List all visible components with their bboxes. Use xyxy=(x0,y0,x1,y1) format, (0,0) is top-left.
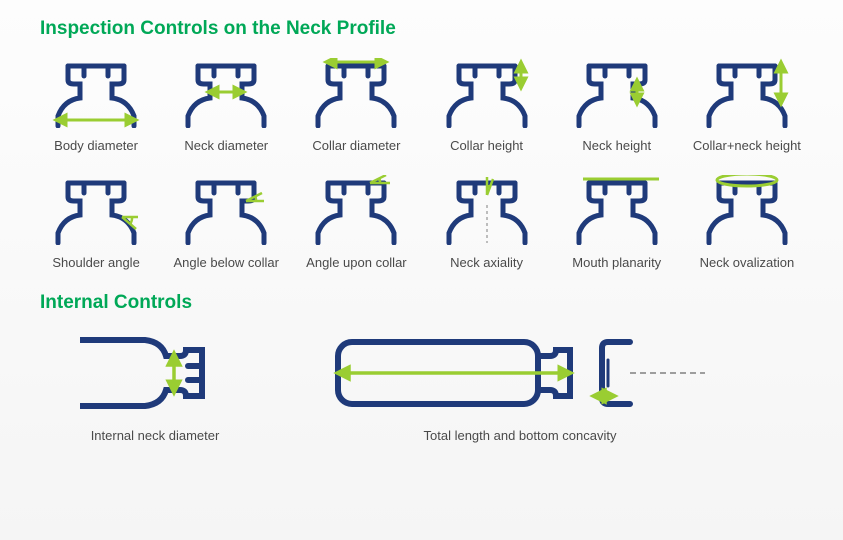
label: Neck height xyxy=(582,138,651,153)
neck-profile-grid: Body diameter Neck diameter Collar diame… xyxy=(40,58,803,270)
label: Collar+neck height xyxy=(693,138,801,153)
vial-icon xyxy=(437,175,537,245)
section-title-internal: Internal Controls xyxy=(40,292,803,314)
cell-body-diameter: Body diameter xyxy=(40,58,152,153)
cell-collar-diameter: Collar diameter xyxy=(300,58,412,153)
cell-total-length-concavity: Total length and bottom concavity xyxy=(330,328,710,443)
vial-icon xyxy=(567,58,667,128)
label: Angle upon collar xyxy=(306,255,406,270)
vial-icon xyxy=(46,58,146,128)
vial-icon xyxy=(306,58,406,128)
cell-neck-axiality: Neck axiality xyxy=(430,175,542,270)
vial-icon xyxy=(176,175,276,245)
vial-icon xyxy=(176,58,276,128)
vial-icon xyxy=(697,175,797,245)
label: Mouth planarity xyxy=(572,255,661,270)
cell-neck-height: Neck height xyxy=(561,58,673,153)
label: Total length and bottom concavity xyxy=(424,428,617,443)
cell-collar-neck-height: Collar+neck height xyxy=(691,58,803,153)
vial-icon xyxy=(46,175,146,245)
label: Body diameter xyxy=(54,138,138,153)
cell-angle-below-collar: Angle below collar xyxy=(170,175,282,270)
cell-internal-neck-diameter: Internal neck diameter xyxy=(80,328,230,443)
total-length-icon xyxy=(330,328,710,418)
vial-icon xyxy=(437,58,537,128)
cell-collar-height: Collar height xyxy=(430,58,542,153)
vial-icon xyxy=(306,175,406,245)
internal-row: Internal neck diameter Total length and … xyxy=(40,328,803,443)
label: Neck diameter xyxy=(184,138,268,153)
cell-neck-ovalization: Neck ovalization xyxy=(691,175,803,270)
cell-mouth-planarity: Mouth planarity xyxy=(561,175,673,270)
cell-angle-upon-collar: Angle upon collar xyxy=(300,175,412,270)
section-title-neck: Inspection Controls on the Neck Profile xyxy=(40,18,803,40)
label: Collar height xyxy=(450,138,523,153)
cell-neck-diameter: Neck diameter xyxy=(170,58,282,153)
internal-neck-icon xyxy=(80,328,230,418)
label: Internal neck diameter xyxy=(91,428,220,443)
vial-icon xyxy=(697,58,797,128)
label: Neck axiality xyxy=(450,255,523,270)
label: Neck ovalization xyxy=(700,255,795,270)
label: Collar diameter xyxy=(312,138,400,153)
label: Shoulder angle xyxy=(52,255,139,270)
label: Angle below collar xyxy=(173,255,279,270)
vial-icon xyxy=(567,175,667,245)
cell-shoulder-angle: Shoulder angle xyxy=(40,175,152,270)
